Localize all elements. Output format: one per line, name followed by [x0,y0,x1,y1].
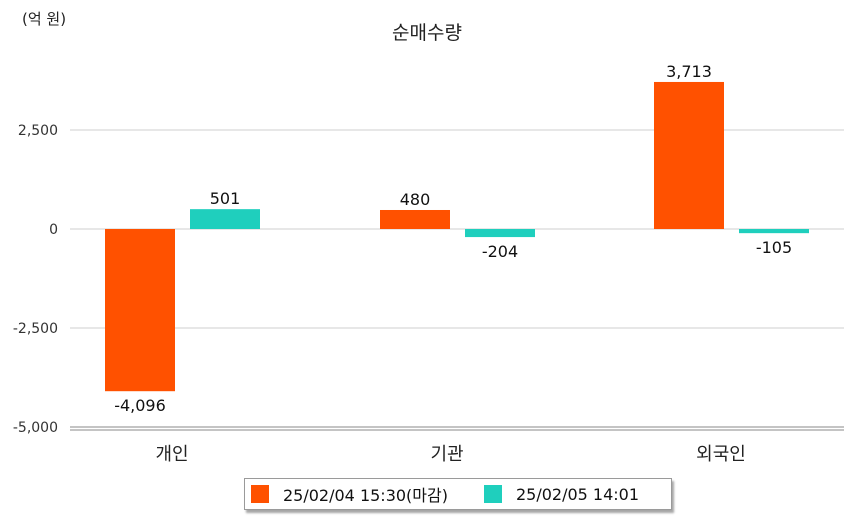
bar [654,81,724,229]
data-label: 480 [400,190,431,209]
data-label: -105 [756,238,792,257]
legend-item-series-1[interactable]: 25/02/04 15:30(마감) [251,482,448,506]
data-label: 3,713 [666,62,712,81]
y-tick-label: -5,000 [13,420,58,436]
bar [380,209,450,229]
x-category-label: 기관 [430,444,463,465]
x-category-label: 개인 [155,444,188,465]
legend-label-series-2: 25/02/05 14:01 [515,484,640,504]
y-tick-label: -2,500 [13,321,58,337]
bar [105,229,175,392]
data-label: -4,096 [114,396,166,415]
unit-label: (억 원) [22,10,67,28]
bar [739,229,809,234]
y-tick-label: 2,500 [18,123,58,139]
x-category-label: 외국인 [696,444,746,465]
bar [190,209,260,229]
legend-label-series-1: 25/02/04 15:30(마감) [283,486,448,505]
chart-title: 순매수량 [392,22,462,44]
legend-swatch-series-1 [251,485,269,503]
data-label: 501 [210,189,241,208]
y-tick-label: 0 [49,222,58,238]
legend-item-series-2[interactable]: 25/02/05 14:01 [483,484,640,504]
bar [465,229,535,238]
legend: 25/02/04 15:30(마감) 25/02/05 14:01 [244,478,672,510]
legend-swatch-series-2 [483,485,502,503]
data-label: -204 [482,242,518,261]
